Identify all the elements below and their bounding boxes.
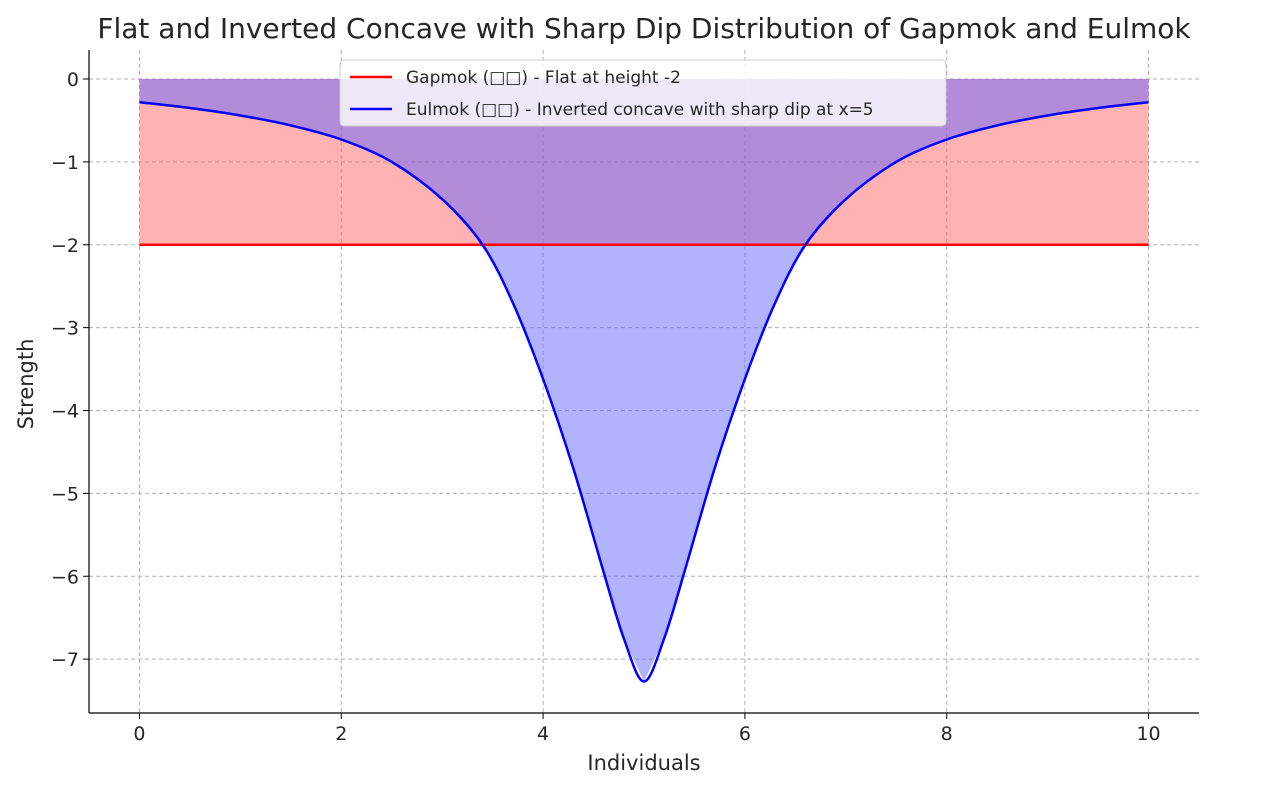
area-fill-eulmok	[139, 79, 1149, 682]
fill-layer	[139, 79, 1149, 682]
y-tick-label: −1	[51, 152, 79, 174]
legend: Gapmok (□□) - Flat at height -2 Eulmok (…	[339, 59, 947, 127]
y-tick-label: −5	[51, 483, 79, 505]
y-tick-label: −4	[51, 401, 79, 423]
chart-title: Flat and Inverted Concave with Sharp Dip…	[97, 12, 1191, 45]
x-tick-label: 6	[739, 723, 751, 745]
x-tick-label: 8	[941, 723, 953, 745]
x-tick-label: 2	[335, 723, 347, 745]
legend-label-gapmok: Gapmok (□□) - Flat at height -2	[406, 68, 681, 88]
x-tick-label: 4	[537, 723, 549, 745]
y-tick-label: −7	[51, 649, 79, 671]
x-tick-label: 10	[1136, 723, 1160, 745]
y-tick-label: −2	[51, 235, 79, 257]
y-tick-label: −3	[51, 318, 79, 340]
legend-label-eulmok: Eulmok (□□) - Inverted concave with shar…	[406, 100, 874, 120]
axis-layer: 0 2 4 6 8 10 0 −1 −2 −3 −4 −5 −6 −7	[51, 50, 1199, 745]
y-tick-label: 0	[67, 69, 79, 91]
x-axis-label: Individuals	[587, 751, 700, 775]
legend-box	[339, 59, 947, 127]
series-line-eulmok	[139, 100, 1149, 683]
y-axis-label: Strength	[14, 339, 38, 430]
x-tick-label: 0	[133, 723, 145, 745]
text-layer: Flat and Inverted Concave with Sharp Dip…	[14, 12, 1191, 775]
line-layer	[139, 100, 1149, 683]
y-tick-label: −6	[51, 566, 79, 588]
